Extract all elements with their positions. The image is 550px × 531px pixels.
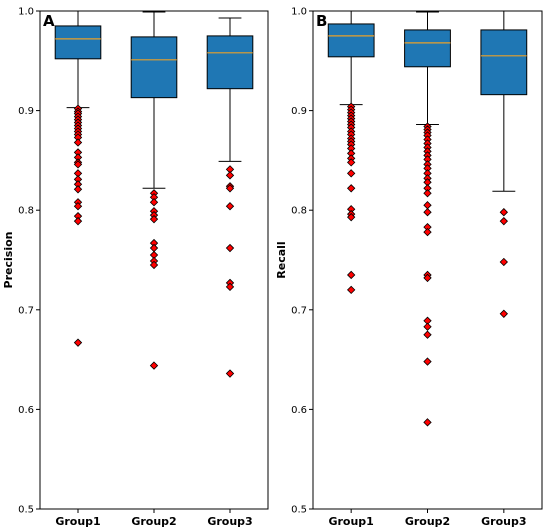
- y-tick-label: 0.6: [291, 405, 307, 416]
- outlier-point: [347, 213, 356, 222]
- outlier-point: [499, 208, 508, 217]
- plot-frame: [312, 10, 543, 510]
- outlier-point: [347, 158, 356, 167]
- y-tick-label: 0.9: [18, 106, 34, 117]
- iqr-box: [480, 29, 528, 96]
- y-tick-label: 0.7: [18, 305, 34, 316]
- outlier-point: [225, 369, 235, 378]
- chart-panel-b: 0.5 0.6 0.7 0.8 0.9 1.0 Group1 Group2 Group3 Reca…: [275, 7, 543, 528]
- y-tick-label: 1.0: [18, 7, 34, 18]
- outlier-point: [423, 273, 432, 283]
- y-tick-label: 0.8: [291, 206, 307, 217]
- iqr-box: [206, 35, 254, 90]
- outlier-point: [225, 171, 235, 180]
- outlier-point: [499, 309, 508, 318]
- outlier-point: [423, 322, 432, 331]
- outlier-point: [423, 418, 432, 427]
- box-group1: [54, 10, 102, 347]
- outlier-point: [225, 202, 235, 211]
- outlier-point: [423, 189, 432, 198]
- outlier-point: [423, 201, 432, 210]
- y-tick-label: 0.6: [18, 405, 34, 416]
- outlier-point: [73, 202, 83, 211]
- outlier-point: [73, 160, 83, 169]
- box-group1: [327, 10, 375, 295]
- x-category-label: Group3: [207, 515, 252, 528]
- y-tick-label: 1.0: [291, 7, 307, 18]
- panel-label: B: [316, 12, 327, 30]
- outlier-point: [423, 357, 432, 366]
- outlier-point: [225, 243, 235, 253]
- outlier-point: [73, 216, 83, 226]
- outlier-point: [347, 184, 356, 193]
- box-group3: [206, 17, 254, 378]
- y-tick-label: 0.9: [291, 106, 307, 117]
- iqr-box: [130, 36, 178, 99]
- outlier-point: [149, 198, 159, 207]
- outlier-point: [499, 216, 508, 226]
- x-category-label: Group1: [55, 515, 100, 528]
- iqr-box: [404, 29, 451, 68]
- y-axis-title: Recall: [275, 241, 288, 278]
- outlier-point: [347, 270, 356, 280]
- outlier-point: [73, 185, 83, 194]
- iqr-box: [327, 23, 375, 58]
- outlier-point: [149, 214, 159, 224]
- outlier-point: [73, 138, 83, 147]
- box-group2: [130, 11, 178, 370]
- outlier-point: [423, 227, 432, 237]
- outlier-point: [423, 208, 432, 217]
- outlier-point: [347, 169, 356, 178]
- x-category-label: Group3: [481, 515, 526, 528]
- outlier-point: [149, 361, 159, 370]
- plot-frame: [39, 10, 269, 510]
- x-category-label: Group2: [405, 515, 450, 528]
- outlier-point: [347, 285, 356, 295]
- box-group2: [404, 11, 451, 427]
- outlier-point: [73, 338, 83, 347]
- iqr-box: [54, 25, 102, 60]
- y-tick-label: 0.8: [18, 206, 34, 217]
- x-category-label: Group2: [131, 515, 176, 528]
- panel-label: A: [43, 12, 55, 30]
- x-category-label: Group1: [328, 515, 373, 528]
- y-axis-title: Precision: [2, 232, 15, 289]
- box-group3: [480, 10, 528, 318]
- y-tick-label: 0.7: [291, 305, 307, 316]
- outlier-point: [225, 184, 235, 193]
- outlier-point: [423, 330, 432, 339]
- outlier-point: [225, 282, 235, 292]
- y-tick-label: 0.5: [291, 505, 307, 516]
- outlier-point: [499, 257, 508, 267]
- outlier-point: [149, 260, 159, 270]
- y-tick-label: 0.5: [18, 505, 34, 516]
- outlier-point: [149, 243, 159, 253]
- chart-panel-a: 0.5 0.6 0.7 0.8 0.9 1.0 Group1 Group2 Group3 Prec…: [2, 7, 269, 528]
